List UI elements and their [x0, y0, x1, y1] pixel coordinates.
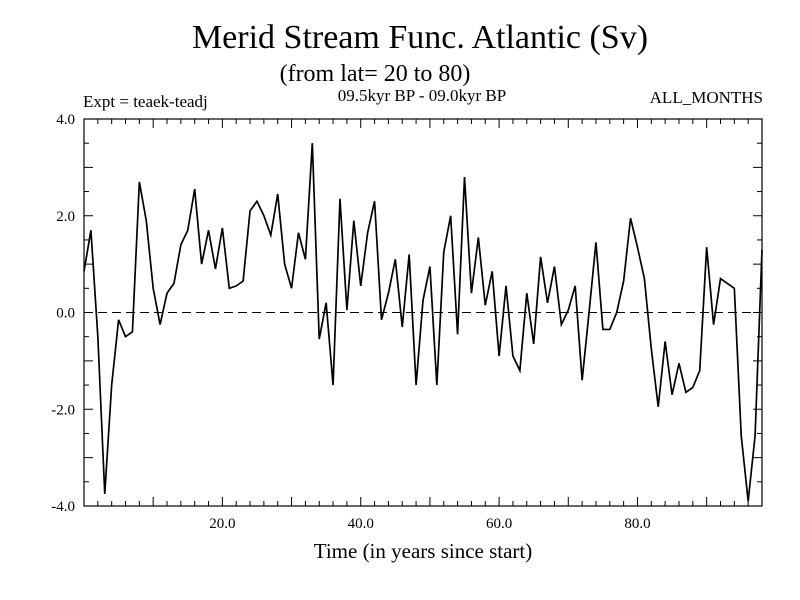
series-line	[83, 143, 763, 502]
y-tick-label: -4.0	[51, 499, 75, 515]
y-tick-label: 0.0	[56, 306, 75, 322]
x-tick-label: 40.0	[348, 516, 374, 532]
x-axis-label: Time (in years since start)	[314, 539, 533, 563]
plot-area: 20.0 40.0 60.0 80.0 -4.0 -2.0 0.0 2.0 4.0	[51, 112, 763, 532]
x-tick-label: 60.0	[486, 516, 512, 532]
chart-title: Merid Stream Func. Atlantic (Sv)	[192, 19, 648, 56]
chart-subtitle: (from lat= 20 to 80)	[280, 61, 471, 87]
y-tick-label: 4.0	[56, 112, 75, 128]
x-tick-label: 80.0	[624, 516, 650, 532]
months-label: ALL_MONTHS	[650, 88, 763, 107]
y-tick-label: 2.0	[56, 209, 75, 225]
y-tick-label: -2.0	[51, 402, 75, 418]
x-tick-label: 20.0	[209, 516, 235, 532]
period-label: 09.5kyr BP - 09.0kyr BP	[338, 86, 506, 105]
experiment-label: Expt = teaek-teadj	[83, 92, 208, 111]
